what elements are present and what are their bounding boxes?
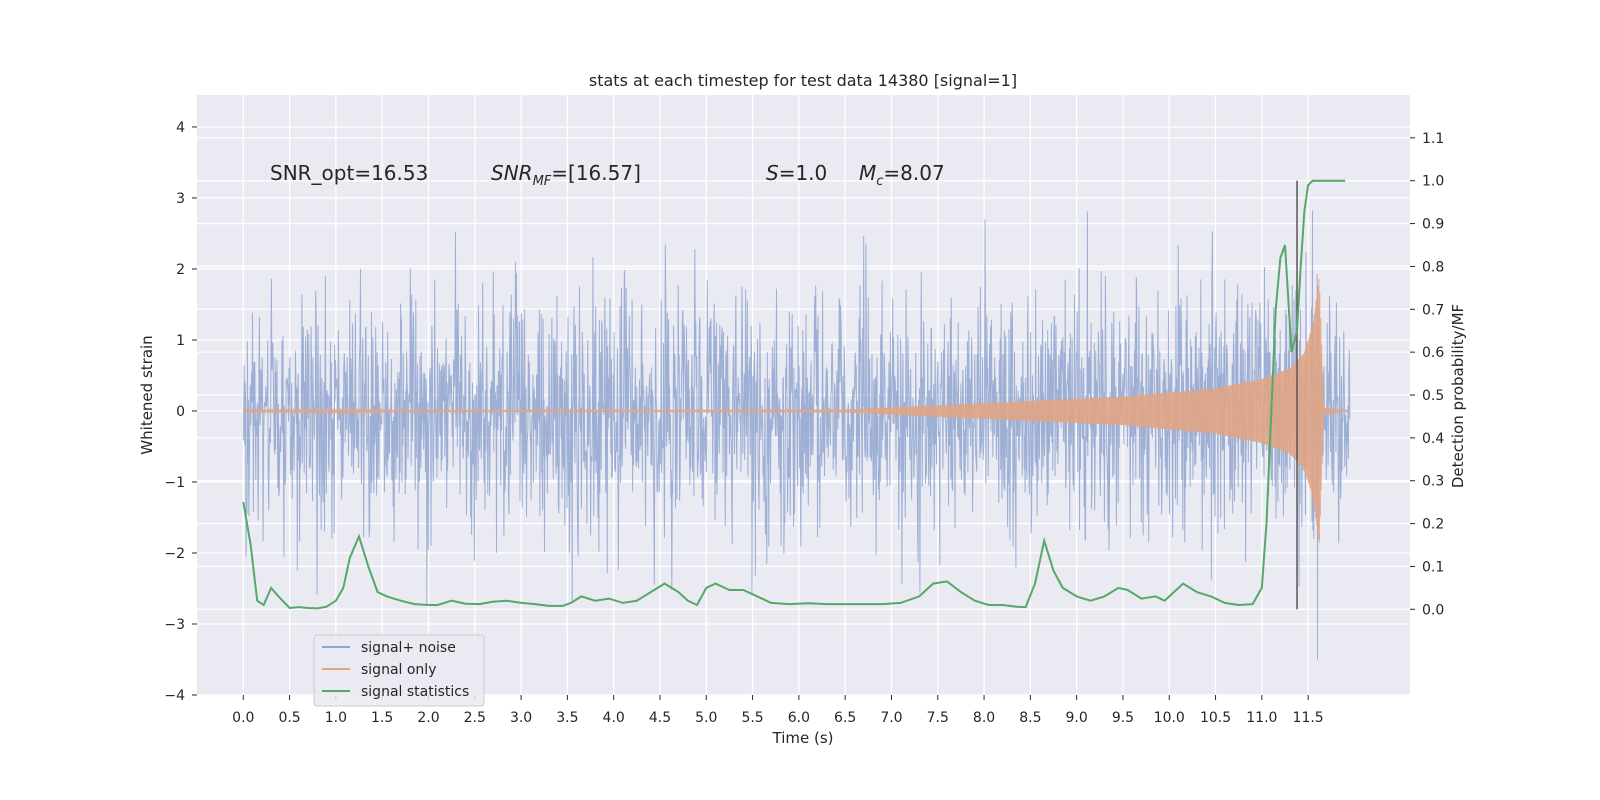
signal-only-trace (242, 278, 1350, 543)
x-tick-label: 3.0 (510, 710, 532, 726)
x-tick-label: 0.5 (278, 710, 300, 726)
x-tick-label: 8.0 (973, 710, 995, 726)
y-right-tick-label: 0.1 (1422, 559, 1444, 575)
y-right-axis-label: Detection probability/MF (1449, 304, 1467, 488)
y-right-tick-label: 0.2 (1422, 517, 1444, 533)
x-tick-label: 0.0 (232, 710, 254, 726)
x-tick-label: 9.5 (1112, 710, 1134, 726)
legend-box (313, 634, 485, 707)
y-left-axis-label: Whitened strain (138, 335, 156, 454)
x-tick-label: 4.0 (603, 710, 625, 726)
y-left-tick-label: 3 (176, 191, 185, 207)
x-tick-label: 3.5 (556, 710, 578, 726)
gridlines (197, 95, 1410, 696)
annotation-snr-mf-rest: =[16.57] (551, 161, 641, 185)
x-tick-label: 6.0 (788, 710, 810, 726)
x-tick-label: 10.0 (1154, 710, 1185, 726)
y-left-tick-label: 4 (176, 120, 185, 136)
chart-title: stats at each timestep for test data 143… (589, 71, 1017, 90)
x-tick-label: 2.0 (417, 710, 439, 726)
y-left-tick-label: 1 (176, 333, 185, 349)
y-left-tick-label: −1 (164, 475, 185, 491)
y-left-tick-label: 2 (176, 262, 185, 278)
annotation-s-rest: =1.0 (779, 161, 828, 185)
annotation-mc: Mc=8.07 (859, 161, 945, 189)
signal-statistics-line (242, 179, 1346, 610)
y-right-tick-label: 0.4 (1422, 431, 1444, 447)
signal-noise-trace (242, 210, 1351, 660)
y-left-axis-ticks: −4 −3 −2 −1 0 1 2 3 4 (164, 120, 197, 704)
y-right-tick-label: 0.8 (1422, 259, 1444, 275)
annotation-snr-mf-sub: MF (533, 174, 552, 189)
annotation-mc-sub: c (876, 174, 883, 189)
series-signal-noise (242, 210, 1351, 660)
x-tick-label: 7.0 (880, 710, 902, 726)
x-tick-label: 7.5 (927, 710, 949, 726)
x-tick-label: 8.5 (1019, 710, 1041, 726)
series-signal-only (242, 278, 1350, 543)
legend-label-signal-noise: signal+ noise (361, 640, 456, 656)
y-right-tick-label: 0.9 (1422, 217, 1444, 233)
x-tick-label: 6.5 (834, 710, 856, 726)
x-tick-label: 4.5 (649, 710, 671, 726)
y-right-tick-label: 0.0 (1422, 602, 1444, 618)
y-left-tick-label: −2 (164, 546, 185, 562)
annotation-snr-opt: SNR_opt=16.53 (270, 161, 428, 185)
x-tick-label: 1.0 (325, 710, 347, 726)
series-signal-statistics (242, 179, 1346, 610)
annotation-mc-main: M (859, 161, 876, 185)
x-tick-label: 5.0 (695, 710, 717, 726)
x-tick-label: 2.5 (464, 710, 486, 726)
x-tick-label: 11.0 (1246, 710, 1277, 726)
annotation-s: S=1.0 (766, 161, 827, 185)
annotation-snr-mf-main: SNR (491, 161, 533, 185)
x-tick-label: 11.5 (1293, 710, 1324, 726)
y-right-tick-label: 0.5 (1422, 388, 1444, 404)
y-left-tick-label: 0 (176, 404, 185, 420)
x-axis-ticks: 0.0 0.5 1.0 1.5 2.0 2.5 3.0 3.5 4.0 4.5 5.0 5.5 6.0 6… (232, 695, 1324, 726)
legend-label-signal-statistics: signal statistics (361, 684, 469, 700)
y-right-axis-ticks: 0.0 0.1 0.2 0.3 0.4 0.5 0.6 0.7 0.8 0.9 1.0 1.1 (1410, 131, 1444, 618)
y-right-tick-label: 0.6 (1422, 345, 1444, 361)
x-tick-label: 10.5 (1200, 710, 1231, 726)
legend-label-signal-only: signal only (361, 662, 436, 678)
y-left-tick-label: −3 (164, 617, 185, 633)
x-tick-label: 9.0 (1066, 710, 1088, 726)
y-right-tick-label: 1.0 (1422, 174, 1444, 190)
annotation-s-main: S (766, 161, 779, 185)
y-left-tick-label: −4 (164, 688, 185, 704)
y-right-tick-label: 0.7 (1422, 302, 1444, 318)
y-right-tick-label: 1.1 (1422, 131, 1444, 147)
x-tick-label: 5.5 (741, 710, 763, 726)
x-axis-label: Time (s) (772, 729, 834, 747)
annotation-snr-mf: SNRMF=[16.57] (491, 161, 641, 189)
x-tick-label: 1.5 (371, 710, 393, 726)
annotation-mc-rest: =8.07 (883, 161, 944, 185)
legend: signal+ noise signal only signal statist… (313, 634, 485, 707)
y-right-tick-label: 0.3 (1422, 474, 1444, 490)
